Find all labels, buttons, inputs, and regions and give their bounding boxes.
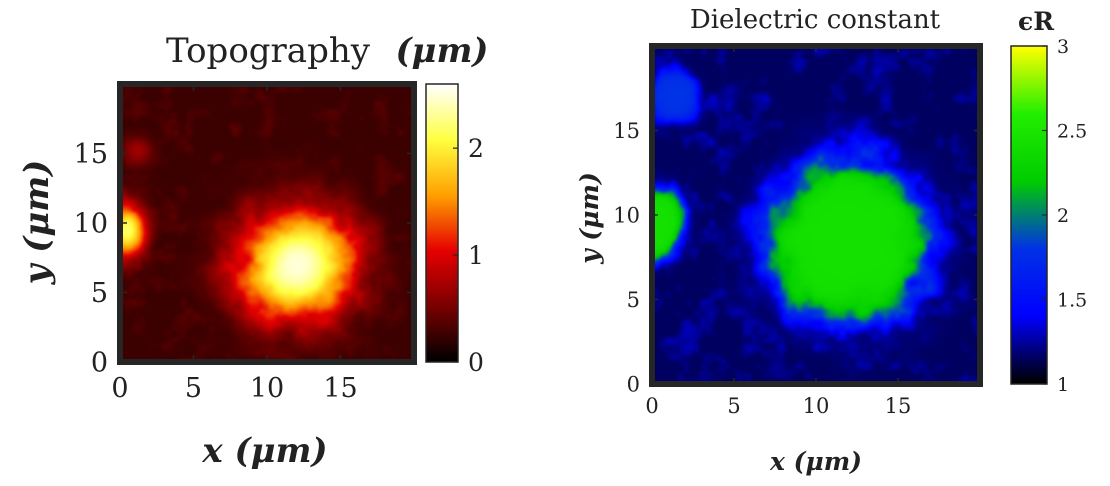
y-tick-label: 5 [627, 288, 640, 312]
dielectric-title: Dielectric constant [690, 5, 941, 35]
x-tick-label: 15 [885, 394, 912, 418]
topography-colorbar-frame [425, 83, 459, 363]
topography-xlabel: x (μm) [201, 431, 327, 471]
colorbar-tick-label: 3 [1057, 36, 1069, 58]
colorbar-tick-label: 1 [1057, 374, 1069, 396]
x-tick-label: 5 [727, 394, 740, 418]
y-tick-label: 0 [627, 373, 640, 397]
colorbar-tick-label: 2 [468, 134, 484, 163]
y-tick-label: 15 [74, 139, 108, 170]
dielectric-heatmap [649, 43, 983, 387]
colorbar-tick-label: 0 [468, 348, 484, 377]
topography-colorbar: 0 1 2 [425, 83, 484, 377]
topography-colorbar-ticks: 0 1 2 [453, 134, 484, 377]
dielectric-axes: 0 5 10 15 0 5 10 15 [613, 46, 980, 418]
dielectric-panel: Dielectric constant ϵR 0 5 10 15 0 5 10 15 x (μ… [575, 5, 1087, 476]
x-tick-label: 10 [250, 373, 284, 404]
dielectric-colorbar-gradient [1011, 46, 1047, 384]
topography-heatmap-image [120, 84, 414, 362]
topography-title: Topography [166, 31, 371, 71]
topography-axes: 0 5 10 15 0 5 10 15 [74, 84, 414, 404]
y-tick-label: 0 [91, 348, 108, 379]
x-tick-label: 0 [645, 394, 658, 418]
y-tick-label: 10 [613, 204, 640, 228]
y-tick-label: 15 [613, 119, 640, 143]
dielectric-colorbar: 1 1.5 2 2.5 3 [1010, 36, 1087, 396]
dielectric-ylabel: y (μm) [575, 172, 604, 265]
topography-ylabel: y (μm) [17, 160, 57, 286]
dielectric-xlabel: x (μm) [769, 447, 862, 476]
dielectric-colorbar-ticks: 1 1.5 2 2.5 3 [1042, 36, 1087, 396]
dielectric-colorbar-label: ϵR [1018, 7, 1054, 36]
colorbar-tick-label: 1 [468, 241, 484, 270]
x-tick-label: 15 [323, 373, 357, 404]
x-tick-label: 5 [185, 373, 202, 404]
y-tick-label: 10 [74, 209, 108, 240]
x-tick-label: 10 [803, 394, 830, 418]
colorbar-tick-label: 2 [1057, 205, 1069, 227]
colorbar-tick-label: 1.5 [1057, 290, 1087, 312]
topography-colorbar-gradient [426, 84, 458, 362]
x-tick-label: 0 [111, 373, 128, 404]
y-tick-label: 5 [91, 278, 108, 309]
topography-heatmap [117, 81, 417, 365]
dielectric-heatmap-image [652, 46, 980, 384]
topography-colorbar-label: (μm) [395, 31, 488, 71]
colorbar-tick-label: 2.5 [1057, 121, 1087, 143]
